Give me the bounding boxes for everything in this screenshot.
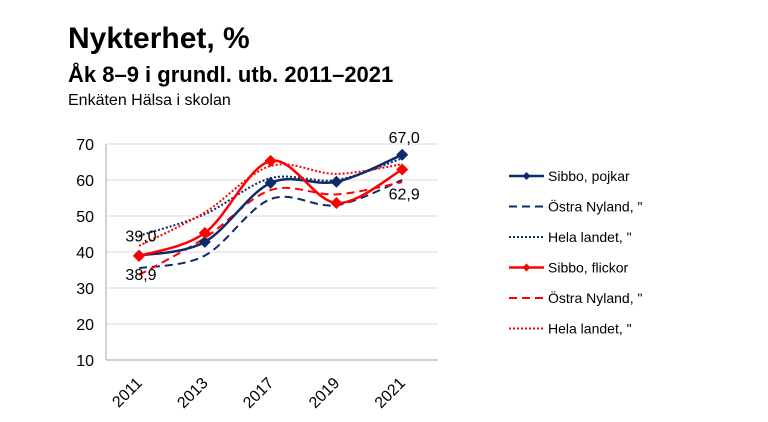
data-point-marker — [133, 249, 145, 262]
data-label: 62,9 — [389, 187, 420, 204]
data-point-marker — [264, 176, 277, 189]
legend-label: Hela landet, " — [548, 321, 632, 337]
data-point-marker — [198, 235, 211, 248]
data-point-marker — [330, 197, 343, 210]
data-point-marker — [396, 163, 409, 176]
y-tick-label: 40 — [76, 245, 94, 262]
legend-item: Sibbo, flickor — [509, 260, 628, 276]
legend-item: Sibbo, pojkar — [509, 168, 630, 184]
y-tick-label: 50 — [76, 209, 94, 226]
chart-source: Enkäten Hälsa i skolan — [68, 92, 231, 109]
y-tick-label: 30 — [76, 281, 94, 298]
legend-item: Östra Nyland, " — [509, 289, 642, 306]
series-line — [138, 159, 403, 258]
series-line — [138, 153, 403, 257]
data-label: 38,9 — [125, 267, 156, 284]
series-line — [138, 163, 403, 247]
y-tick-label: 20 — [76, 317, 94, 334]
data-point-marker — [264, 154, 277, 167]
data-point-marker — [396, 148, 409, 161]
x-tick-label: 2021 — [372, 375, 409, 412]
legend-label: Hela landet, " — [548, 229, 632, 245]
legend-marker — [522, 172, 531, 180]
legend-label: Östra Nyland, " — [548, 289, 642, 306]
legend-label: Sibbo, pojkar — [548, 168, 630, 184]
legend-label: Östra Nyland, " — [548, 198, 642, 215]
legend-item: Östra Nyland, " — [509, 198, 642, 215]
chart-title: Nykterhet, % — [68, 22, 250, 55]
legend-label: Sibbo, flickor — [548, 260, 628, 276]
legend-item: Hela landet, " — [509, 321, 632, 337]
data-point-marker — [330, 175, 343, 188]
x-tick-label: 2011 — [109, 375, 145, 411]
legend-marker — [522, 263, 531, 272]
data-point-marker — [198, 226, 211, 239]
y-tick-label: 70 — [76, 137, 94, 154]
x-tick-label: 2019 — [306, 375, 343, 412]
data-label: 67,0 — [389, 130, 420, 147]
x-tick-label: 2017 — [240, 375, 277, 412]
series-line — [138, 179, 403, 270]
chart-subtitle: Åk 8–9 i grundl. utb. 2011–2021 — [68, 62, 394, 87]
x-tick-label: 2013 — [174, 375, 211, 412]
data-label: 39,0 — [125, 229, 156, 246]
y-tick-label: 60 — [76, 173, 94, 190]
legend-item: Hela landet, " — [509, 229, 632, 245]
y-tick-label: 10 — [76, 353, 94, 370]
